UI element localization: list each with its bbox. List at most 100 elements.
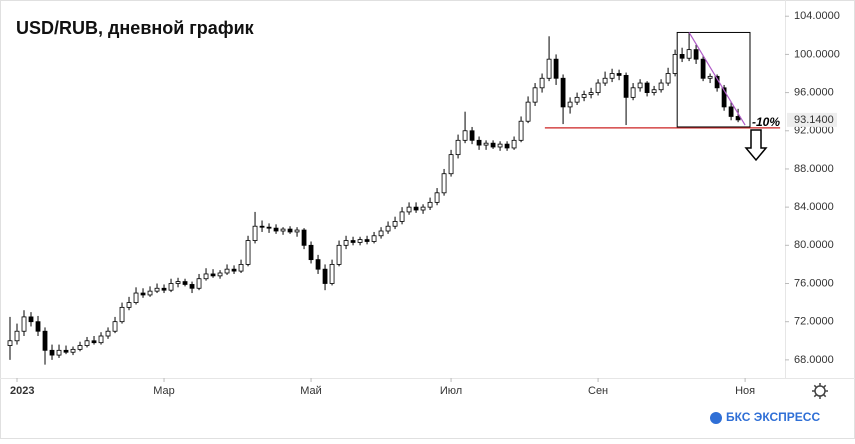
candle-body (644, 82, 650, 93)
x-tick-label: Сен (588, 385, 608, 397)
candle-body (140, 292, 146, 296)
y-tick-label: 92.0000 (794, 125, 834, 137)
candle-body (581, 94, 587, 98)
candle-body (329, 264, 335, 284)
candle-body (574, 96, 580, 103)
candle-body (378, 230, 384, 237)
candle-body (245, 240, 251, 265)
candle-body (364, 239, 370, 242)
candle-body (7, 340, 13, 346)
candle-body (476, 139, 482, 146)
x-tick-label: 2023 (10, 385, 34, 397)
settings-icon[interactable] (812, 383, 828, 399)
x-tick-label: Мар (153, 385, 175, 397)
candle-body (322, 268, 328, 284)
candle-body (301, 229, 307, 246)
candle-body (595, 82, 601, 93)
candle-body (448, 154, 454, 175)
candle-body (126, 302, 132, 308)
candle-body (735, 116, 741, 121)
candle-body (413, 206, 419, 211)
candle-body (392, 221, 398, 227)
candle-body (679, 54, 685, 59)
candle-body (308, 244, 314, 261)
candle-body (217, 272, 223, 277)
candle-body (133, 292, 139, 303)
candle-body (49, 349, 55, 356)
candle-body (259, 225, 265, 228)
candle-body (14, 330, 20, 342)
candle-body (658, 82, 664, 91)
candle-body (210, 273, 216, 277)
candle-body (469, 130, 475, 141)
y-tick-label: 72.0000 (794, 316, 834, 328)
candle-body (623, 75, 629, 98)
candle-body (546, 58, 552, 79)
candle-body (588, 92, 594, 95)
candle-body (224, 268, 230, 274)
candle-body (371, 235, 377, 242)
candle-body (721, 87, 727, 108)
candle-body (553, 58, 559, 79)
candle-body (441, 173, 447, 194)
highlight-box (676, 31, 751, 128)
x-tick-label: Май (300, 385, 322, 397)
candle-body (630, 87, 636, 98)
candle-body (693, 49, 699, 60)
candle-body (399, 211, 405, 222)
candle-body (70, 348, 76, 353)
candle-body (497, 143, 503, 148)
candle-body (504, 143, 510, 149)
last-price-box (787, 112, 837, 127)
candle-body (336, 244, 342, 265)
y-tick-label: 76.0000 (794, 277, 834, 289)
down-arrow (744, 129, 768, 162)
candle-body (350, 240, 356, 243)
chart-title: USD/RUB, дневной график (16, 18, 255, 38)
candle-body (686, 49, 692, 59)
annotation-label: -10% (752, 115, 780, 129)
last-price-label: 93.1400 (794, 114, 834, 126)
y-tick-label: 68.0000 (794, 354, 834, 366)
candle-body (189, 284, 195, 289)
y-tick-label: 96.0000 (794, 86, 834, 98)
candle-body (616, 73, 622, 76)
candle-body (182, 281, 188, 285)
plot (7, 31, 781, 365)
candle-body (609, 73, 615, 79)
candle-body (63, 349, 69, 353)
candle-body (21, 316, 27, 332)
candle-body (98, 335, 104, 344)
brand-name: БКС ЭКСПРЕСС (726, 410, 820, 424)
candle-body (231, 268, 237, 272)
trend-line (688, 32, 746, 126)
candle-body (315, 259, 321, 270)
x-tick-label: Июл (440, 385, 462, 397)
candle-body (175, 281, 181, 284)
candle-body (196, 278, 202, 289)
candle-body (665, 73, 671, 84)
x-tick-label: Ноя (735, 385, 755, 397)
candle-body (91, 340, 97, 344)
candle-body (567, 101, 573, 108)
candle-body (112, 321, 118, 332)
y-tick-label: 88.0000 (794, 163, 834, 175)
candle-body (203, 273, 209, 280)
candle-body (490, 142, 496, 148)
candle-body (84, 340, 90, 346)
candle-body (651, 89, 657, 93)
candle-body (154, 287, 160, 292)
candle-body (427, 201, 433, 208)
candle-body (357, 239, 363, 243)
candle-body (385, 225, 391, 232)
candle-body (560, 77, 566, 108)
candle-body (56, 349, 62, 356)
candle-body (637, 82, 643, 89)
candle-body (42, 330, 48, 351)
candle-body (462, 130, 468, 141)
y-tick-label: 84.0000 (794, 201, 834, 213)
candle-body (602, 77, 608, 84)
candle-body (518, 120, 524, 141)
candle-body (28, 316, 34, 323)
